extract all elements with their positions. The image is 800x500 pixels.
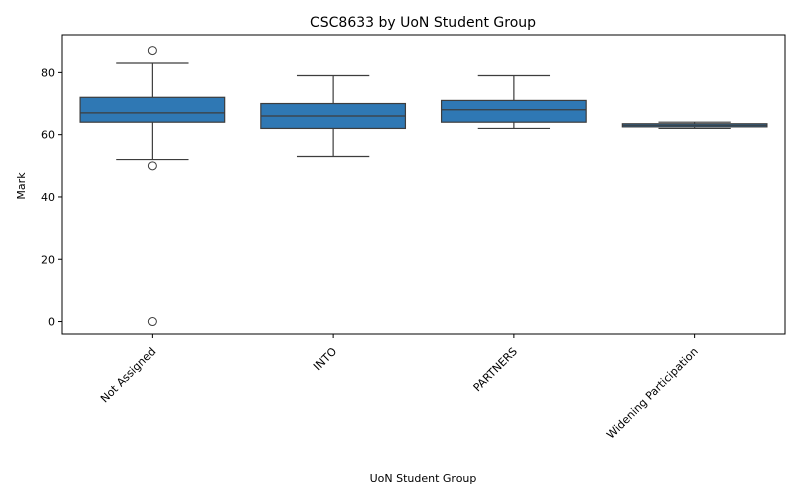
x-tick-label: INTO <box>311 345 339 373</box>
chart-title: CSC8633 by UoN Student Group <box>310 15 536 31</box>
box <box>440 99 587 123</box>
y-tick-label: 0 <box>48 316 55 329</box>
x-tick-label: Not Assigned <box>98 345 158 405</box>
y-tick-label: 40 <box>41 191 55 204</box>
y-axis-label: Mark <box>15 172 28 200</box>
y-tick-label: 20 <box>41 253 55 266</box>
outlier-point <box>147 161 157 171</box>
plot-area: 0 20 40 60 80 Not Assigned INTO PARTNERS Widenin… <box>41 34 786 442</box>
outlier-point <box>147 46 157 56</box>
x-axis-label: UoN Student Group <box>370 472 477 485</box>
x-tick-label: Widening Participation <box>604 345 701 442</box>
plot-frame <box>61 34 786 335</box>
outlier-point <box>147 317 157 327</box>
x-tick-label: PARTNERS <box>471 345 520 394</box>
box <box>79 96 226 123</box>
y-tick-label: 80 <box>41 66 55 79</box>
y-tick-label: 60 <box>41 129 55 142</box>
